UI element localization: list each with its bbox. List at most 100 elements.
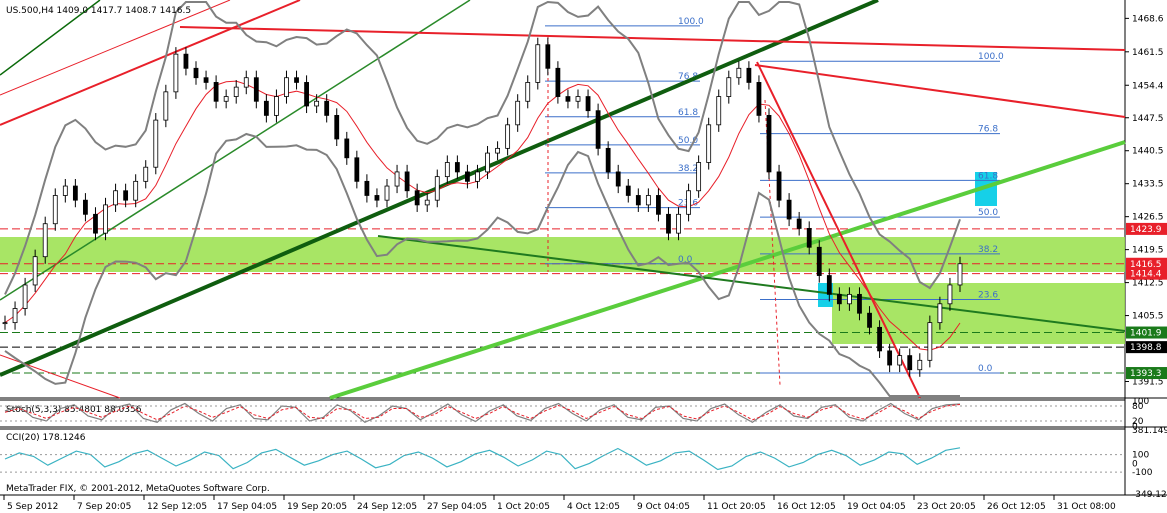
fib-right-label: 100.0 (978, 52, 1004, 62)
candle-body (505, 124, 511, 149)
price-tick-label: 1440.5 (1132, 147, 1164, 157)
moving-average (4, 80, 961, 351)
price-tag-box (1126, 326, 1167, 339)
candle-body (867, 312, 872, 328)
bollinger-upper (4, 0, 961, 295)
time-tick-label: 27 Sep 04:05 (427, 502, 487, 512)
fib-left-label: 61.8 (678, 108, 698, 118)
price-axis: 1468.6 1461.5 1454.4 1447.5 1440.5 1433.5 1426… (1125, 14, 1164, 388)
price-tag-label: 1416.5 (1130, 260, 1162, 270)
candle-body (746, 67, 752, 83)
candle-body (465, 171, 470, 182)
candle-body (706, 124, 712, 163)
candles (2, 37, 963, 377)
candle-body (575, 96, 581, 102)
time-tick-label: 31 Oct 08:00 (1057, 502, 1116, 512)
candle-body (384, 185, 390, 201)
candle-body (485, 152, 490, 173)
fib-right-label: 38.2 (978, 245, 998, 255)
candle-body (957, 263, 963, 286)
candle-body (163, 91, 169, 121)
candle-body (656, 195, 661, 215)
candle-body (83, 199, 88, 215)
bollinger-lower (4, 132, 960, 397)
candle-body (645, 195, 651, 206)
candle-body (374, 195, 380, 201)
copyright: MetaTrader FIX, © 2001-2012, MetaQuotes … (6, 484, 270, 494)
candle-body (414, 190, 420, 206)
fib-left-label: 0.0 (678, 255, 693, 265)
candle-body (565, 96, 571, 102)
candle-body (545, 44, 551, 69)
candle-body (535, 44, 541, 83)
stoch-tick-label: 20 (1132, 417, 1144, 427)
candle-body (826, 275, 832, 295)
resistance-zone (0, 237, 1125, 272)
candle-body (103, 204, 108, 234)
time-tick-label: 7 Sep 20:05 (77, 502, 131, 512)
time-tick-label: 11 Oct 20:05 (707, 502, 766, 512)
candle-body (686, 190, 691, 215)
fib-right-label: 50.0 (978, 208, 998, 218)
candle-body (857, 293, 862, 314)
price-tick-label: 1461.5 (1132, 48, 1164, 58)
candle-body (304, 82, 309, 107)
chart-title: US.500,H4 1409.0 1417.7 1408.7 1416.5 (6, 6, 191, 16)
fib-right-label: 23.6 (978, 290, 998, 300)
time-tick-label: 19 Sep 20:05 (287, 502, 347, 512)
candle-body (917, 359, 923, 371)
candle-body (947, 284, 953, 305)
price-tick-label: 1412.5 (1132, 279, 1164, 289)
candle-body (253, 77, 259, 102)
candle-body (133, 180, 139, 201)
time-tick-label: 4 Oct 12:05 (567, 502, 620, 512)
price-tag-box (1126, 222, 1167, 235)
fib-right-label: 76.8 (978, 125, 998, 135)
trend-lines (0, 0, 1126, 400)
candle-body (927, 322, 933, 361)
candle-body (666, 213, 671, 234)
candle-body (816, 246, 822, 276)
candle-body (314, 100, 320, 107)
price-tag-box (1126, 257, 1167, 270)
candle-body (324, 100, 330, 116)
candle-body (354, 157, 360, 182)
candle-body (173, 53, 179, 93)
price-tag-label: 1401.9 (1130, 329, 1162, 339)
candle-body (454, 162, 460, 173)
stoch-tick-label: 80 (1132, 402, 1144, 412)
cci-tick-label: 381.149 (1132, 426, 1167, 436)
candle-body (193, 67, 199, 79)
candle-body (625, 185, 631, 196)
fib-left-label: 76.8 (678, 72, 698, 82)
candle-body (12, 308, 18, 324)
fib-right-label: 61.8 (978, 171, 998, 181)
candle-body (836, 293, 842, 305)
candle-body (766, 114, 772, 173)
candle-body (776, 171, 782, 201)
candle-body (394, 171, 400, 187)
candle-body (736, 67, 742, 79)
candle-body (233, 86, 239, 97)
fib-right-label: 0.0 (978, 364, 993, 374)
cci-line (4, 447, 961, 471)
candle-body (93, 213, 98, 234)
price-tick-label: 1454.4 (1132, 81, 1164, 91)
cci-tick-label: -100 (1132, 468, 1153, 478)
candle-body (203, 77, 209, 83)
candle-body (32, 256, 38, 286)
candle-body (495, 147, 500, 154)
time-tick-label: 9 Oct 04:05 (637, 502, 690, 512)
candle-body (635, 195, 641, 206)
fib-left-label: 38.2 (678, 164, 698, 174)
candle-body (897, 355, 903, 366)
cci-tick-label: 100 (1132, 451, 1149, 461)
candle-body (223, 96, 229, 102)
candle-body (143, 166, 149, 182)
cci-label: CCI(20) 178.1246 (6, 433, 86, 443)
price-tag-label: 1423.9 (1130, 225, 1162, 235)
